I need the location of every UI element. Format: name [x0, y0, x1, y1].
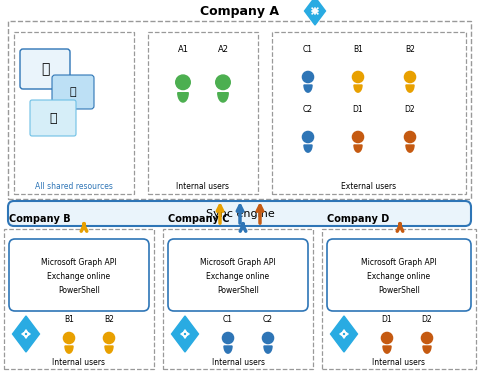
Circle shape — [421, 332, 432, 344]
Text: Exchange online: Exchange online — [367, 272, 431, 281]
Text: Internal users: Internal users — [212, 358, 264, 367]
Polygon shape — [65, 346, 73, 353]
Polygon shape — [304, 85, 312, 92]
Polygon shape — [105, 346, 113, 353]
Polygon shape — [224, 346, 232, 353]
Circle shape — [176, 75, 190, 90]
Polygon shape — [423, 346, 431, 353]
Text: C2: C2 — [303, 104, 313, 113]
FancyBboxPatch shape — [327, 239, 471, 311]
Circle shape — [263, 332, 274, 344]
Circle shape — [404, 131, 416, 142]
Polygon shape — [406, 85, 414, 92]
FancyBboxPatch shape — [30, 100, 76, 136]
Text: Microsoft Graph API: Microsoft Graph API — [200, 258, 276, 267]
Text: Exchange online: Exchange online — [206, 272, 270, 281]
Text: Company A: Company A — [201, 4, 279, 18]
Text: Microsoft Graph API: Microsoft Graph API — [361, 258, 437, 267]
Text: C1: C1 — [303, 45, 313, 53]
Circle shape — [352, 71, 364, 83]
Bar — [272, 32, 466, 194]
Polygon shape — [304, 145, 312, 152]
Text: Internal users: Internal users — [52, 358, 106, 367]
Text: B2: B2 — [104, 315, 114, 324]
Circle shape — [302, 71, 313, 83]
FancyBboxPatch shape — [168, 239, 308, 311]
Polygon shape — [12, 316, 39, 352]
Text: 📊: 📊 — [70, 87, 76, 97]
Circle shape — [404, 71, 416, 83]
Polygon shape — [304, 0, 325, 25]
Polygon shape — [354, 85, 362, 92]
Circle shape — [302, 131, 313, 142]
Polygon shape — [171, 316, 199, 352]
Text: C2: C2 — [263, 315, 273, 324]
Text: PowerShell: PowerShell — [58, 286, 100, 295]
Text: Microsoft Graph API: Microsoft Graph API — [41, 258, 117, 267]
Text: Company C: Company C — [168, 214, 229, 224]
Text: D1: D1 — [353, 104, 363, 113]
Polygon shape — [354, 145, 362, 152]
Text: 🖥: 🖥 — [41, 62, 49, 76]
Polygon shape — [218, 93, 228, 102]
Circle shape — [216, 75, 230, 90]
Text: Company B: Company B — [9, 214, 71, 224]
Bar — [322, 229, 476, 369]
Text: B1: B1 — [353, 45, 363, 53]
Text: C1: C1 — [223, 315, 233, 324]
FancyBboxPatch shape — [8, 201, 471, 226]
Text: B2: B2 — [405, 45, 415, 53]
Circle shape — [352, 131, 364, 142]
Text: 📄: 📄 — [49, 111, 57, 125]
Text: Internal users: Internal users — [177, 182, 229, 191]
Polygon shape — [406, 145, 414, 152]
Polygon shape — [264, 346, 272, 353]
Text: PowerShell: PowerShell — [378, 286, 420, 295]
Bar — [163, 229, 313, 369]
Text: D2: D2 — [405, 104, 415, 113]
Text: Internal users: Internal users — [372, 358, 425, 367]
Text: Exchange online: Exchange online — [48, 272, 110, 281]
Circle shape — [222, 332, 234, 344]
Text: D1: D1 — [382, 315, 392, 324]
Bar — [4, 229, 154, 369]
Circle shape — [63, 332, 74, 344]
Text: All shared resources: All shared resources — [35, 182, 113, 191]
Text: D2: D2 — [422, 315, 432, 324]
Bar — [148, 32, 258, 194]
Bar — [14, 32, 134, 194]
FancyBboxPatch shape — [20, 49, 70, 89]
Polygon shape — [178, 93, 188, 102]
Text: A2: A2 — [217, 45, 228, 53]
Text: B1: B1 — [64, 315, 74, 324]
FancyBboxPatch shape — [9, 239, 149, 311]
Bar — [8, 21, 471, 199]
FancyBboxPatch shape — [52, 75, 94, 109]
Circle shape — [103, 332, 115, 344]
Polygon shape — [383, 346, 391, 353]
Text: A1: A1 — [178, 45, 189, 53]
Text: External users: External users — [341, 182, 396, 191]
Polygon shape — [331, 316, 358, 352]
Text: PowerShell: PowerShell — [217, 286, 259, 295]
Text: Sync engine: Sync engine — [205, 209, 275, 219]
Text: Company D: Company D — [327, 214, 389, 224]
Circle shape — [382, 332, 393, 344]
